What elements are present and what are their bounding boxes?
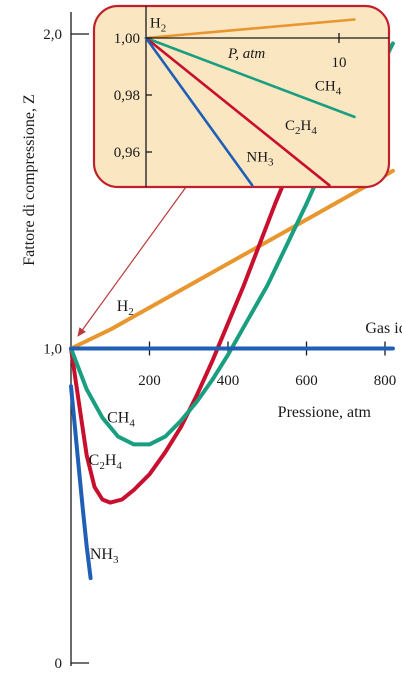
- inset-pointer-arrow: [77, 186, 187, 337]
- inset-y-tick-label: 0,96: [114, 145, 141, 161]
- inset-series-labels: H2 CH4 C2H4 NH3: [150, 16, 342, 169]
- inset-y-tick-label: 1,00: [114, 31, 140, 47]
- y-axis-label: Fattore di compressione, Z: [21, 94, 38, 266]
- series-line-nh3: [69, 384, 93, 581]
- inset-x-axis-label: P, atm: [227, 46, 265, 62]
- inset-background: [92, 4, 391, 189]
- main-y-ticks: 0 1,0 2,0: [43, 27, 89, 672]
- inset-series-label-nh3: NH3: [246, 149, 274, 168]
- inset-chart: 0,96 0,98 1,00 10 P, atm H2 CH4 C2H4 NH3: [92, 4, 391, 189]
- x-axis-label: Pressione, atm: [278, 404, 372, 421]
- series-label-ch4: CH4: [107, 409, 135, 429]
- inset-x-ticks: 10: [332, 33, 347, 71]
- inset-y-ticks: 0,96 0,98 1,00: [114, 31, 152, 161]
- inset-series-line-h2: [144, 18, 356, 40]
- x-tick-label: 200: [138, 373, 161, 389]
- inset-series-label-ch4: CH4: [315, 79, 342, 98]
- inset-series-line-ch4: [144, 36, 356, 119]
- inset-series-line-nh3: [144, 36, 254, 187]
- series-label-ideal: Gas ideale: [365, 320, 402, 337]
- inset-series-label-c2h4: C2H4: [285, 118, 317, 137]
- inset-series-line-c2h4: [144, 36, 331, 187]
- series-label-nh3: NH3: [90, 546, 119, 566]
- inset-series-label-h2: H2: [150, 16, 166, 35]
- series-label-c2h4: C2H4: [89, 452, 123, 472]
- main-series-labels: Gas ideale H2 CH4 C2H4 NH3: [89, 298, 402, 566]
- y-tick-label: 0: [55, 656, 63, 672]
- inset-y-tick-label: 0,98: [114, 88, 140, 104]
- inset-x-tick-label: 10: [332, 55, 347, 71]
- x-tick-label: 400: [217, 373, 240, 389]
- x-tick-label: 800: [374, 373, 397, 389]
- y-tick-label: 2,0: [43, 27, 62, 43]
- series-label-h2: H2: [117, 298, 134, 318]
- y-tick-label: 1,0: [43, 342, 62, 358]
- inset-series-group: [144, 18, 356, 187]
- x-tick-label: 600: [295, 373, 318, 389]
- series-line-h2: [69, 168, 395, 351]
